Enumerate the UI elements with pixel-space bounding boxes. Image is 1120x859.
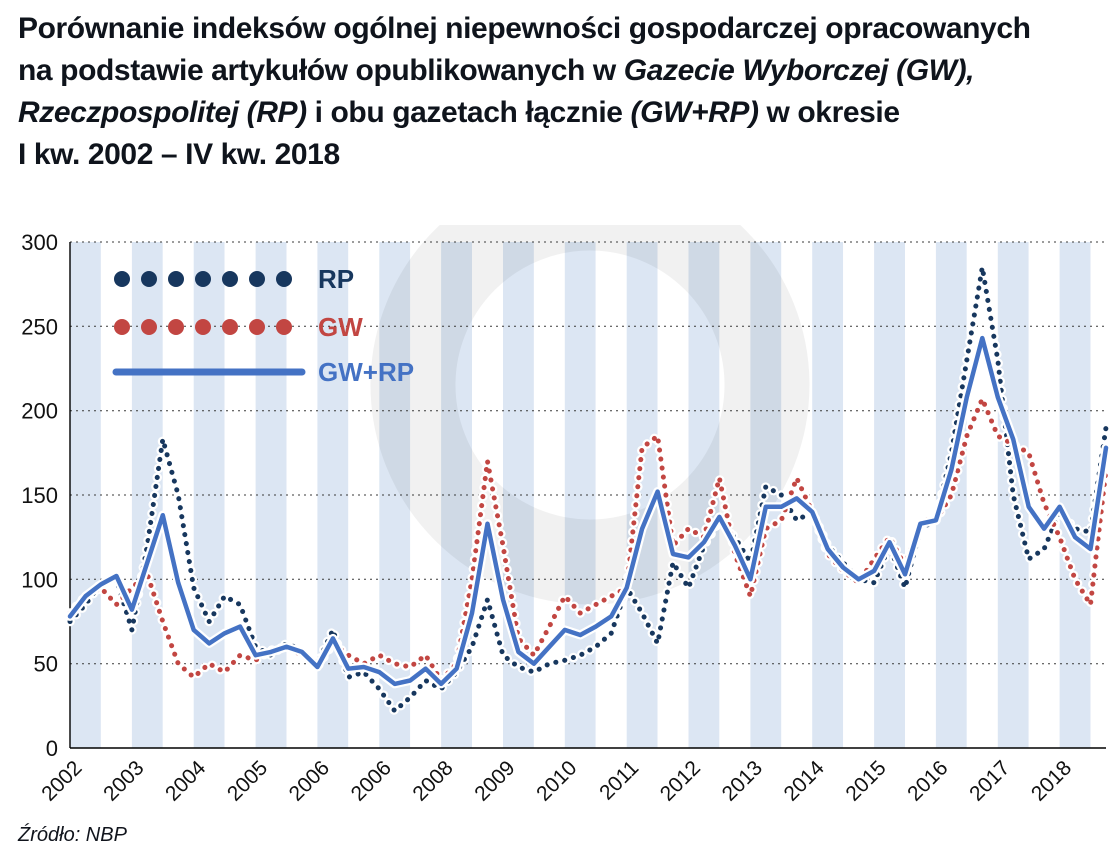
legend-dot-marker: [114, 271, 130, 287]
x-axis-labels: 2002 2003 2004 2005 2006 2006 2008 2009 2010 2011…: [37, 756, 1076, 806]
chart-area: RP GW GW+RP 2002 2003 2004 2005 2006 2006 2008 200…: [0, 225, 1120, 825]
x-tick-label: 2006: [285, 756, 334, 805]
y-tick-label: 250: [21, 314, 58, 339]
legend-dot-marker: [276, 271, 292, 287]
x-tick-label: 2005: [223, 756, 272, 805]
source-caption: Źródło: NBP: [18, 824, 127, 846]
legend-item-gw-rp: GW+RP: [112, 357, 414, 387]
chart-title: Porównanie indeksów ogólnej niepewności …: [18, 8, 1114, 176]
legend-dot-marker: [222, 271, 238, 287]
title-line: Rzeczpospolitej (RP) i obu gazetach łącz…: [18, 96, 900, 129]
legend-dot-marker: [114, 319, 130, 335]
legend-dot-marker: [168, 319, 184, 335]
y-tick-label: 300: [21, 230, 58, 255]
legend-label: GW: [318, 312, 363, 342]
legend-dot-marker: [195, 271, 211, 287]
x-tick-label: 2016: [903, 756, 952, 805]
legend-dot-marker: [276, 319, 292, 335]
legend-dot-marker: [195, 319, 211, 335]
y-axis-labels: 0 50 100 150 200 250 300: [21, 230, 58, 761]
legend-dot-marker: [141, 271, 157, 287]
legend: RP GW GW+RP: [112, 264, 414, 387]
x-tick-label: 2014: [780, 756, 830, 806]
legend-dot-marker: [249, 319, 265, 335]
y-tick-label: 200: [21, 399, 58, 424]
x-tick-label: 2004: [161, 756, 211, 806]
legend-item-gw: GW: [114, 312, 363, 342]
x-tick-label: 2010: [532, 756, 581, 805]
gridlines: [70, 241, 1106, 665]
legend-dot-marker: [222, 319, 238, 335]
title-line: I kw. 2002 – IV kw. 2018: [18, 138, 340, 171]
title-line: na podstawie artykułów opublikowanych w …: [18, 54, 975, 87]
x-tick-label: 2013: [718, 756, 767, 805]
y-tick-label: 100: [21, 567, 58, 592]
legend-dot-marker: [141, 319, 157, 335]
y-tick-label: 50: [34, 652, 58, 677]
x-tick-label: 2015: [841, 756, 890, 805]
y-tick-label: 150: [21, 483, 58, 508]
legend-item-rp: RP: [114, 264, 354, 294]
legend-label: RP: [318, 264, 354, 294]
x-tick-label: 2006: [347, 756, 396, 805]
watermark-icon: [370, 225, 810, 605]
x-tick-label: 2003: [99, 756, 148, 805]
x-tick-label: 2009: [470, 756, 519, 805]
legend-dot-marker: [168, 271, 184, 287]
x-tick-label: 2002: [37, 756, 86, 805]
series-gw-rp: [65, 333, 1111, 689]
x-tick-label: 2012: [656, 756, 705, 805]
x-tick-label: 2008: [408, 756, 457, 805]
legend-label: GW+RP: [318, 357, 414, 387]
legend-dot-marker: [249, 271, 265, 287]
x-tick-label: 2018: [1027, 756, 1076, 805]
y-tick-label: 0: [46, 736, 58, 761]
x-tick-label: 2017: [965, 756, 1014, 805]
x-tick-label: 2011: [595, 756, 643, 804]
title-line: Porównanie indeksów ogólnej niepewności …: [18, 12, 1031, 45]
